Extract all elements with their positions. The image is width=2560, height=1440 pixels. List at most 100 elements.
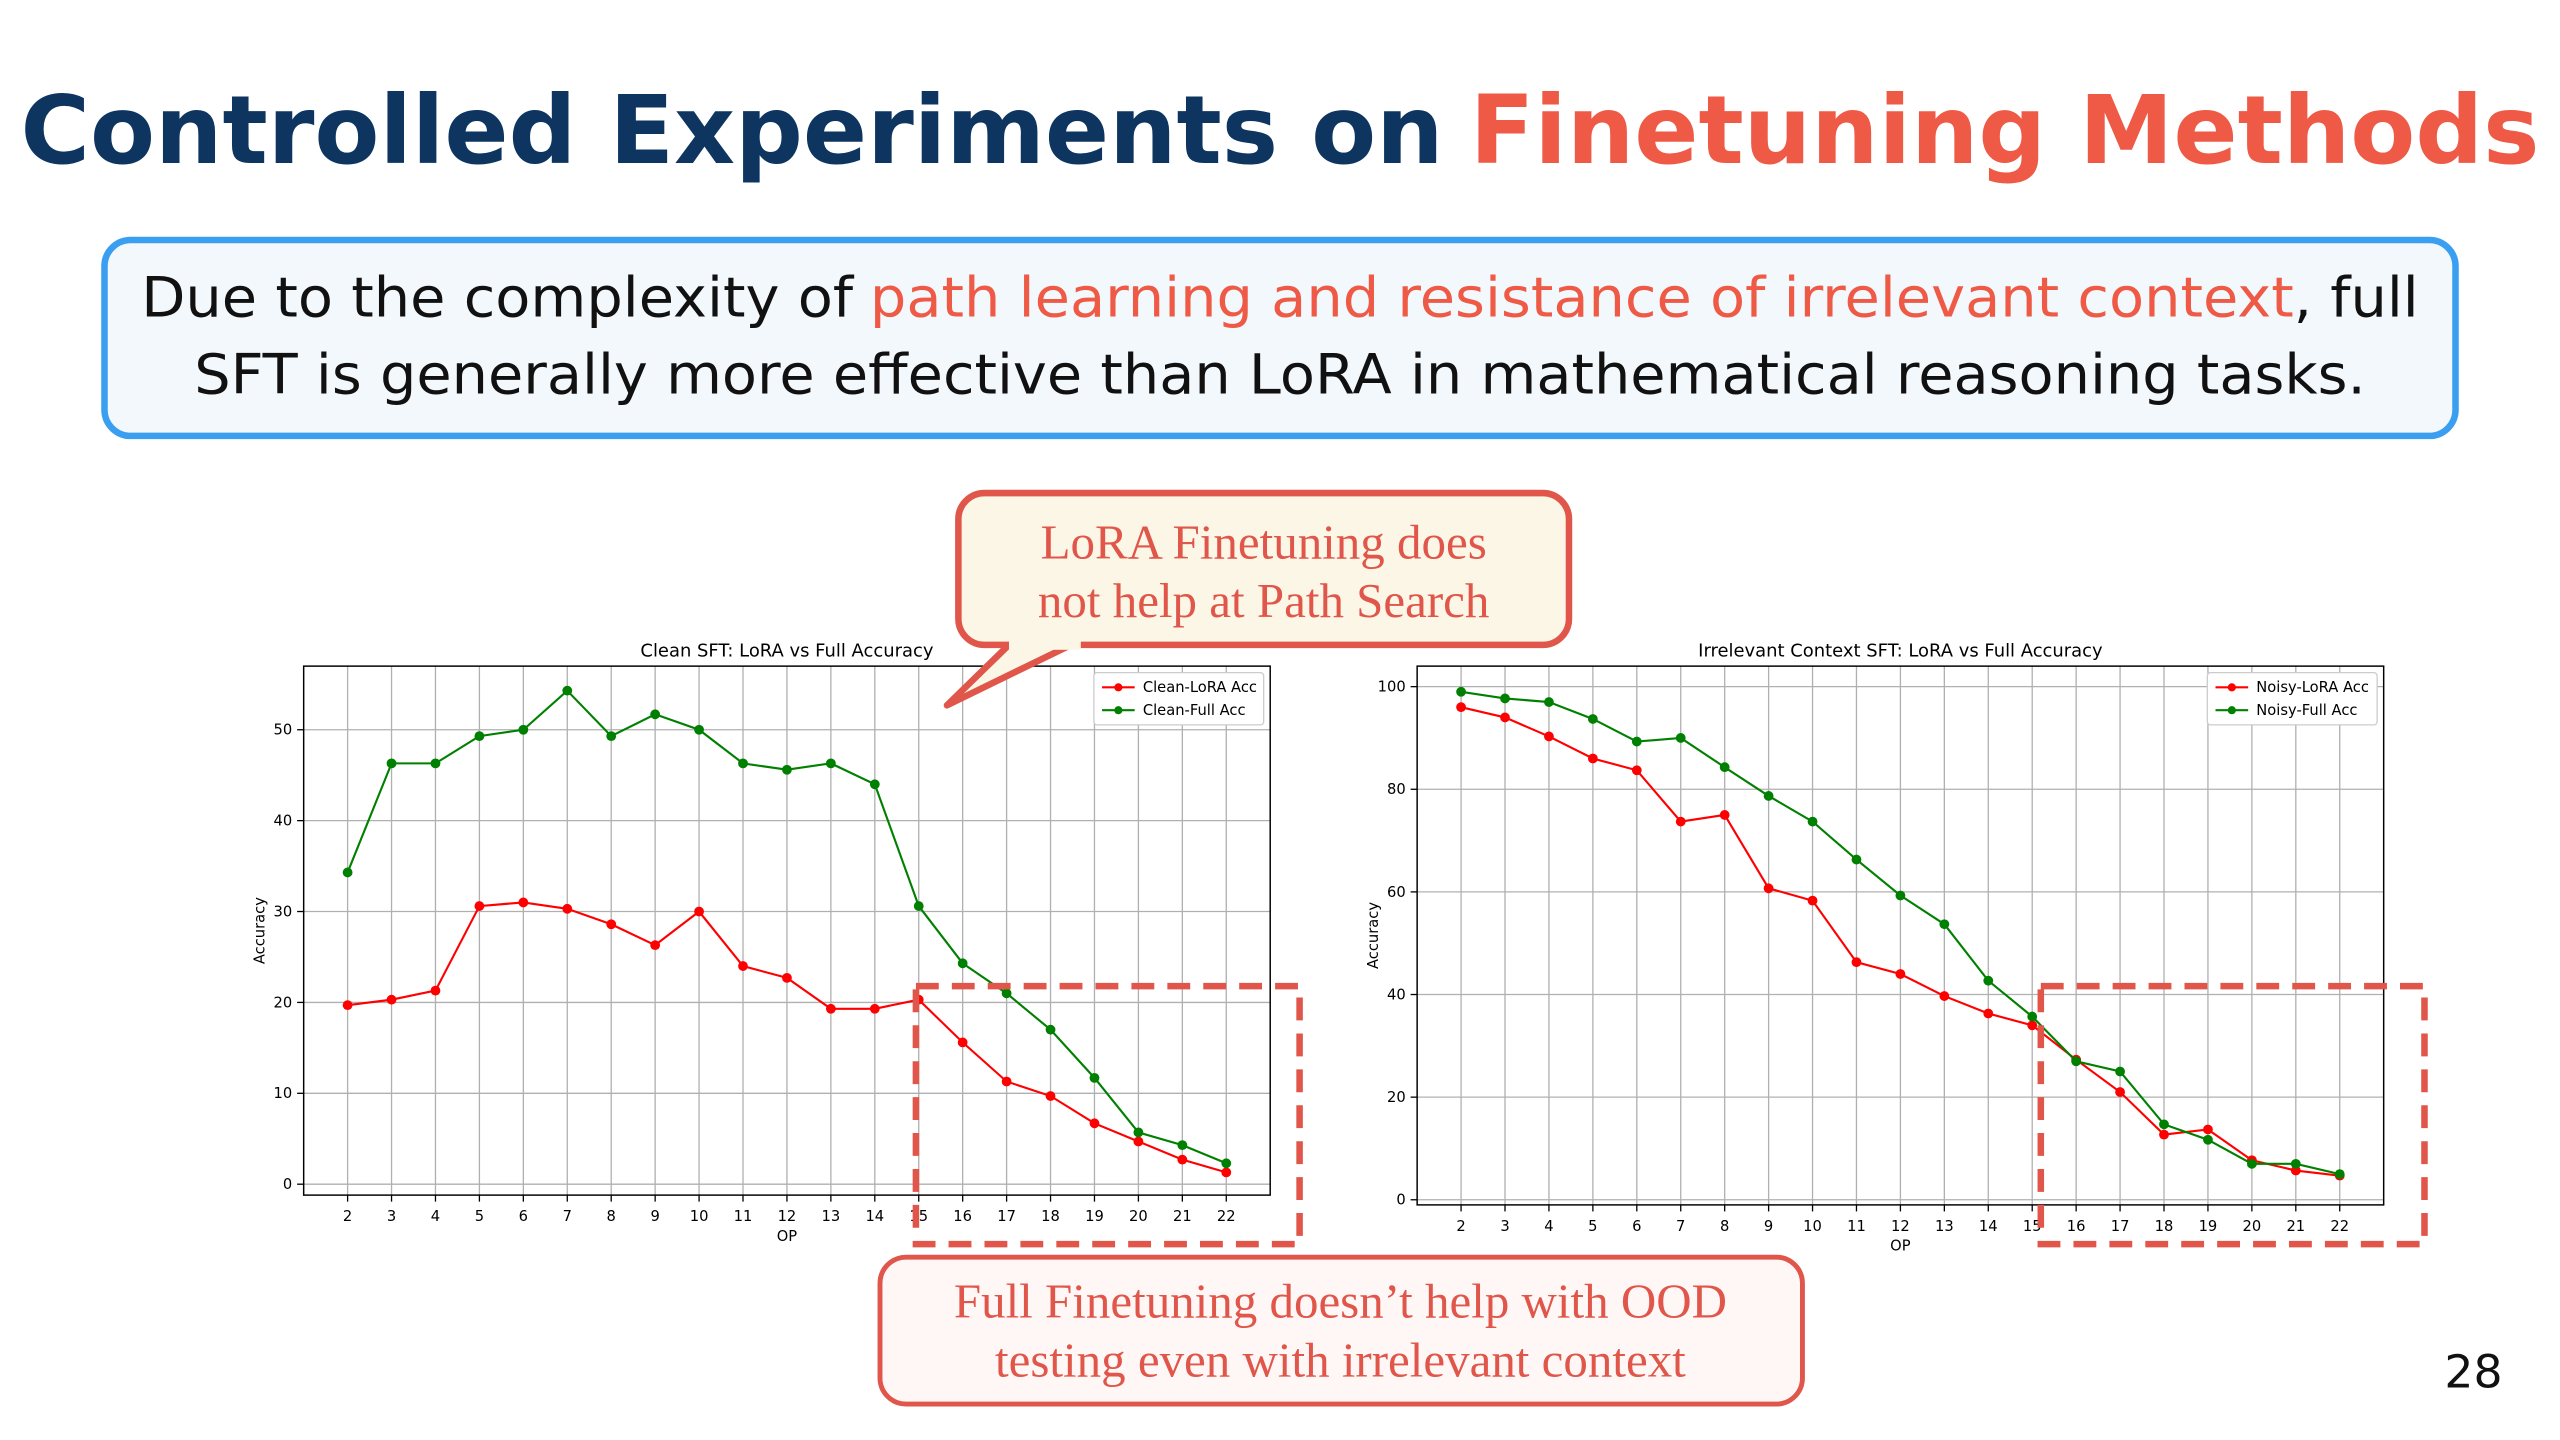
callout-tail bbox=[943, 638, 1079, 709]
data-point bbox=[1500, 693, 1510, 704]
data-point bbox=[1133, 1136, 1144, 1147]
data-point bbox=[1133, 1127, 1144, 1138]
data-point bbox=[1675, 733, 1686, 743]
data-point bbox=[1089, 1072, 1100, 1083]
x-tick-label: 3 bbox=[387, 1208, 396, 1225]
data-point bbox=[1045, 1091, 1056, 1101]
title-main: Controlled Experiments on bbox=[21, 76, 1444, 186]
data-point bbox=[562, 903, 573, 914]
x-tick-label: 4 bbox=[431, 1208, 440, 1225]
data-point bbox=[386, 994, 397, 1005]
x-tick-label: 7 bbox=[563, 1208, 572, 1225]
data-point bbox=[606, 731, 617, 742]
x-tick-label: 10 bbox=[1803, 1218, 1822, 1235]
summary-text: Due to the complexity of bbox=[141, 266, 854, 331]
x-tick-label: 2 bbox=[1456, 1218, 1465, 1235]
legend-marker bbox=[2227, 683, 2236, 692]
y-tick-label: 40 bbox=[1387, 986, 1406, 1003]
data-point bbox=[650, 709, 661, 720]
x-tick-label: 14 bbox=[865, 1208, 884, 1225]
x-tick-label: 13 bbox=[1935, 1218, 1954, 1235]
data-point bbox=[1719, 762, 1730, 773]
data-point bbox=[1939, 991, 1950, 1001]
data-point bbox=[430, 985, 441, 996]
x-tick-label: 12 bbox=[778, 1208, 797, 1225]
x-tick-label: 20 bbox=[1129, 1208, 1148, 1225]
x-tick-label: 12 bbox=[1891, 1218, 1910, 1235]
x-tick-label: 5 bbox=[475, 1208, 484, 1225]
x-tick-label: 10 bbox=[690, 1208, 709, 1225]
data-point bbox=[1456, 702, 1466, 713]
x-tick-label: 14 bbox=[1979, 1218, 1998, 1235]
callout-box bbox=[955, 489, 1573, 649]
x-tick-label: 6 bbox=[1632, 1218, 1641, 1235]
data-point bbox=[1895, 969, 1906, 979]
y-axis-label: Accuracy bbox=[251, 897, 268, 964]
legend-marker bbox=[1114, 683, 1123, 692]
y-tick-label: 30 bbox=[274, 903, 293, 920]
data-point bbox=[2290, 1158, 2301, 1169]
callout-joint bbox=[1008, 636, 1081, 650]
data-point bbox=[738, 758, 748, 769]
data-point bbox=[1177, 1140, 1188, 1151]
summary-line: SFT is generally more effective than LoR… bbox=[194, 342, 2365, 407]
data-point bbox=[1587, 753, 1598, 764]
data-point bbox=[2115, 1066, 2125, 1077]
y-tick-label: 60 bbox=[1387, 884, 1406, 901]
summary-text: , full bbox=[2294, 266, 2419, 331]
data-point bbox=[1456, 686, 1466, 697]
x-tick-label: 17 bbox=[2111, 1218, 2130, 1235]
data-point bbox=[1587, 714, 1598, 724]
data-point bbox=[1544, 697, 1554, 707]
chart-title: Clean SFT: LoRA vs Full Accuracy bbox=[640, 640, 933, 661]
legend-label: Noisy-LoRA Acc bbox=[2256, 679, 2369, 696]
x-tick-label: 18 bbox=[1041, 1208, 1060, 1225]
legend-box bbox=[1093, 672, 1265, 726]
data-point bbox=[518, 897, 529, 908]
data-point bbox=[2159, 1129, 2169, 1140]
data-point bbox=[1045, 1024, 1056, 1035]
legend-box bbox=[2206, 672, 2378, 726]
callout-box bbox=[877, 1254, 1805, 1407]
x-tick-label: 13 bbox=[822, 1208, 841, 1225]
data-point bbox=[694, 906, 704, 917]
data-point bbox=[1851, 957, 1862, 968]
x-tick-label: 22 bbox=[2330, 1218, 2349, 1235]
y-tick-label: 20 bbox=[1387, 1089, 1406, 1106]
x-tick-label: 8 bbox=[607, 1208, 616, 1225]
data-point bbox=[386, 758, 397, 769]
x-tick-label: 20 bbox=[2243, 1218, 2262, 1235]
legend-marker bbox=[2227, 706, 2236, 715]
page-number: 28 bbox=[2444, 1346, 2502, 1399]
x-tick-label: 9 bbox=[1764, 1218, 1773, 1235]
data-point bbox=[1631, 765, 1642, 776]
data-point bbox=[869, 779, 880, 790]
data-point bbox=[1807, 895, 1818, 906]
data-point bbox=[2115, 1087, 2125, 1097]
data-point bbox=[1001, 1076, 1012, 1087]
title-highlight: Finetuning Methods bbox=[1470, 76, 2540, 186]
data-point bbox=[1675, 816, 1686, 827]
data-point bbox=[694, 724, 704, 735]
data-point bbox=[1763, 883, 1774, 894]
data-point bbox=[1983, 1008, 1994, 1019]
data-point bbox=[474, 901, 485, 911]
legend-label: Noisy-Full Acc bbox=[2256, 702, 2357, 719]
x-tick-label: 9 bbox=[650, 1208, 659, 1225]
data-point bbox=[2334, 1169, 2345, 1180]
y-tick-label: 100 bbox=[1378, 679, 1406, 696]
callout-text: testing even with irrelevant context bbox=[995, 1332, 1686, 1387]
data-point bbox=[869, 1003, 880, 1014]
x-tick-label: 7 bbox=[1676, 1218, 1685, 1235]
x-tick-label: 15 bbox=[2023, 1218, 2042, 1235]
data-point bbox=[1631, 736, 1642, 747]
x-tick-label: 19 bbox=[1085, 1208, 1104, 1225]
x-tick-label: 16 bbox=[953, 1208, 972, 1225]
data-point bbox=[1177, 1154, 1188, 1165]
x-tick-label: 11 bbox=[1847, 1218, 1866, 1235]
data-point bbox=[1807, 816, 1818, 827]
data-point bbox=[1544, 731, 1554, 742]
y-tick-label: 40 bbox=[274, 813, 293, 830]
